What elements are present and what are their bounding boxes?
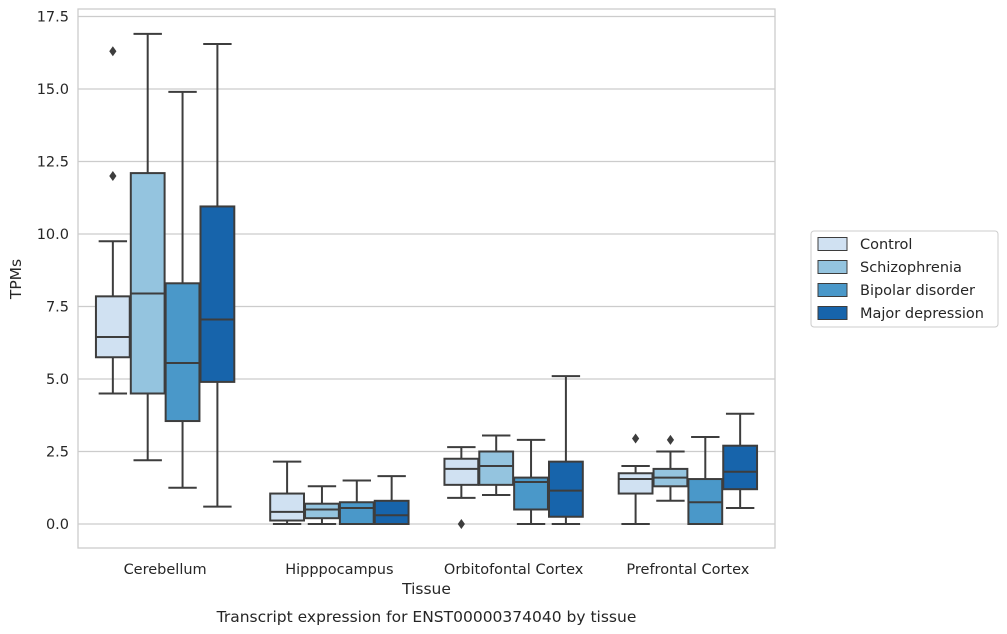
box-body <box>478 450 515 486</box>
box <box>338 479 375 525</box>
box <box>722 412 759 510</box>
x-axis-label: Tissue <box>401 580 451 598</box>
box-body <box>373 499 410 525</box>
x-tick-label: Orbitofontal Cortex <box>444 562 584 578</box>
box <box>129 32 166 462</box>
outlier-marker <box>457 519 465 529</box>
series-major-depression <box>199 43 759 525</box>
y-tick-labels: 0.0 2.5 5.0 7.5 10.0 12.5 15.0 17.5 <box>37 10 69 534</box>
x-tick-label: Hipppocampus <box>285 562 393 578</box>
legend-item: Bipolar disorder <box>817 283 975 299</box>
box <box>94 46 131 395</box>
box <box>617 433 654 525</box>
box <box>652 434 689 502</box>
legend-swatch <box>817 306 848 320</box>
box-body <box>129 172 166 395</box>
y-axis-label: TPMs <box>7 259 25 300</box>
y-tick-label: 2.5 <box>46 445 69 461</box>
box-body <box>547 460 584 518</box>
legend-item: Schizophrenia <box>817 260 962 276</box>
y-tick-label: 10.0 <box>37 227 69 243</box>
y-tick-label: 17.5 <box>37 10 69 26</box>
legend-swatch <box>817 283 848 297</box>
box-body <box>617 472 654 495</box>
x-tick-labels: Cerebellum Hipppocampus Orbitofontal Corte… <box>124 562 750 578</box>
y-tick-label: 7.5 <box>46 300 69 316</box>
box <box>373 475 410 525</box>
outlier-marker <box>109 46 117 57</box>
legend-item: Major depression <box>817 306 984 322</box>
outlier-marker <box>666 434 675 445</box>
box-body <box>722 444 759 491</box>
legend-label: Bipolar disorder <box>860 283 975 299</box>
series-schizophrenia <box>129 32 689 525</box>
box-body <box>199 205 236 383</box>
y-tick-label: 0.0 <box>46 517 69 533</box>
box-series <box>94 32 759 529</box>
legend-frame <box>810 230 999 328</box>
x-tick-label: Cerebellum <box>124 562 207 578</box>
box <box>304 485 340 525</box>
box-body <box>338 501 375 525</box>
chart-caption: Transcript expression for ENST0000037404… <box>216 608 637 626</box>
y-tick-label: 5.0 <box>46 372 69 388</box>
box <box>269 460 306 525</box>
legend-item: Control <box>817 237 912 253</box>
y-tick-label: 12.5 <box>37 155 69 171</box>
box-body <box>164 282 201 423</box>
box-body <box>443 457 480 486</box>
series-bipolar-disorder <box>164 90 724 525</box>
legend: Control Schizophrenia Bipolar disorder Majo… <box>810 230 999 328</box>
legend-label: Control <box>860 237 912 253</box>
box-body <box>304 502 340 520</box>
box-body <box>94 295 131 359</box>
outlier-marker <box>109 171 117 181</box>
box <box>199 43 236 508</box>
legend-label: Major depression <box>860 306 984 322</box>
legend-swatch <box>817 237 848 251</box>
series-control <box>94 46 654 529</box>
legend-label: Schizophrenia <box>860 260 962 276</box>
x-tick-label: Prefrontal Cortex <box>626 562 749 578</box>
box-body <box>269 492 306 522</box>
box <box>513 438 549 525</box>
box <box>478 434 515 496</box>
box <box>164 90 201 489</box>
outlier-marker <box>632 433 640 444</box>
y-tick-label: 15.0 <box>37 82 69 98</box>
box <box>443 446 480 529</box>
box <box>687 436 724 525</box>
box <box>547 375 584 525</box>
plot-frame <box>77 8 776 549</box>
legend-swatch <box>817 260 848 274</box>
